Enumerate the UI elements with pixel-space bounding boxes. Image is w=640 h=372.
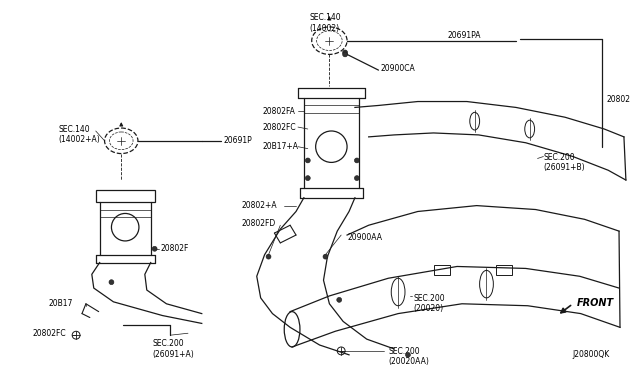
Text: 20802F: 20802F bbox=[161, 244, 189, 253]
Text: 20691PA: 20691PA bbox=[447, 31, 481, 40]
Text: SEC.200
(20020AA): SEC.200 (20020AA) bbox=[388, 347, 429, 366]
Circle shape bbox=[355, 158, 359, 163]
Circle shape bbox=[305, 158, 310, 163]
Circle shape bbox=[342, 52, 348, 57]
Circle shape bbox=[355, 176, 359, 180]
Text: 20802FA: 20802FA bbox=[262, 107, 296, 116]
Text: 20900CA: 20900CA bbox=[380, 64, 415, 73]
Text: 20802FC: 20802FC bbox=[262, 122, 296, 132]
Text: SEC.140
(14002+A): SEC.140 (14002+A) bbox=[58, 125, 100, 144]
Circle shape bbox=[406, 352, 410, 357]
Circle shape bbox=[152, 246, 157, 251]
Text: SEC.140
(14002): SEC.140 (14002) bbox=[310, 13, 341, 33]
Text: SEC.200
(20020): SEC.200 (20020) bbox=[414, 294, 445, 313]
Circle shape bbox=[337, 297, 342, 302]
Circle shape bbox=[305, 176, 310, 180]
Text: 20900AA: 20900AA bbox=[347, 232, 382, 241]
Text: 20802FC: 20802FC bbox=[33, 329, 67, 338]
Text: 20691P: 20691P bbox=[223, 136, 252, 145]
Circle shape bbox=[323, 254, 328, 259]
Text: SEC.200
(26091+B): SEC.200 (26091+B) bbox=[543, 153, 585, 172]
Circle shape bbox=[342, 50, 348, 55]
Text: 20802FD: 20802FD bbox=[241, 219, 275, 228]
Text: SEC.200
(26091+A): SEC.200 (26091+A) bbox=[153, 339, 195, 359]
Text: 20B17: 20B17 bbox=[49, 299, 73, 308]
Text: 20802+A: 20802+A bbox=[241, 201, 276, 210]
Text: J20800QK: J20800QK bbox=[573, 350, 610, 359]
Circle shape bbox=[266, 254, 271, 259]
Text: 20B17+A: 20B17+A bbox=[262, 142, 299, 151]
Circle shape bbox=[109, 280, 114, 285]
Text: 20802: 20802 bbox=[606, 95, 630, 104]
Text: FRONT: FRONT bbox=[577, 298, 614, 308]
